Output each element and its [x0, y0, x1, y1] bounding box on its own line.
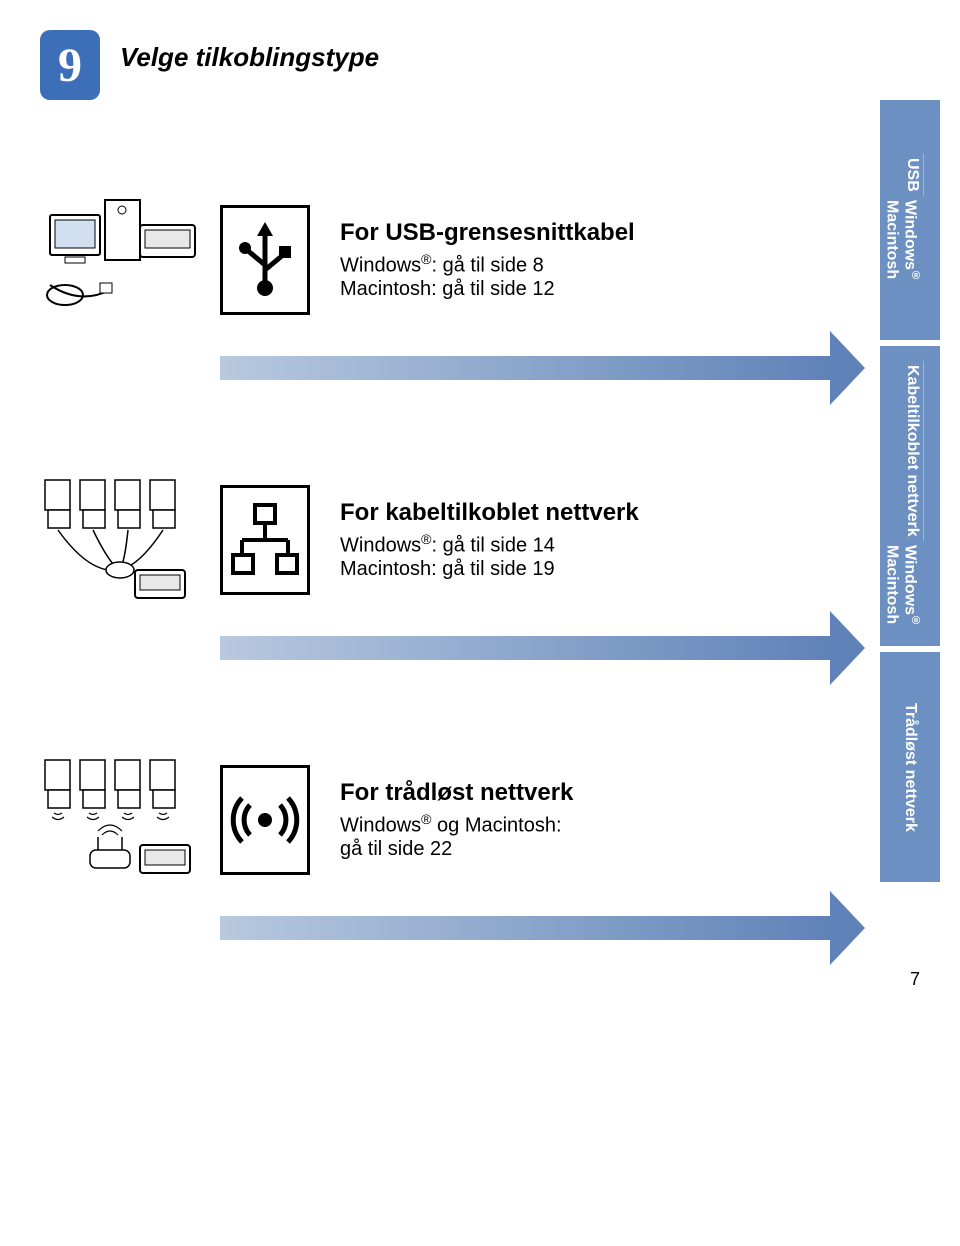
wired-line1: Windows®: gå til side 14	[340, 531, 639, 558]
wired-page1: : gå til side 14	[431, 535, 554, 557]
wireless-arrow	[220, 916, 830, 940]
usb-title: For USB-grensesnittkabel	[340, 219, 635, 247]
wireless-os1: Windows	[340, 815, 421, 837]
wired-os1: Windows	[340, 535, 421, 557]
wired-title: For kabeltilkoblet nettverk	[340, 499, 639, 527]
tab-wireless: Trådløst nettverk	[880, 652, 940, 882]
registered-mark: ®	[421, 811, 431, 827]
usb-line1: Windows®: gå til side 8	[340, 251, 635, 278]
registered-mark: ®	[421, 251, 431, 267]
usb-arrow	[220, 356, 830, 380]
tab-wired: Kabeltilkoblet nettverk Windows® Macinto…	[880, 346, 940, 646]
usb-page1: : gå til side 8	[431, 255, 543, 277]
wireless-line1: Windows® og Macintosh:	[340, 811, 573, 838]
wireless-illustration	[40, 755, 200, 885]
tab-wireless-category: Trådløst nettverk	[901, 703, 919, 832]
section-wireless: For trådløst nettverk Windows® og Macint…	[40, 710, 920, 930]
usb-illustration	[40, 195, 200, 325]
registered-mark: ®	[421, 531, 431, 547]
tab-usb: USB Windows® Macintosh	[880, 100, 940, 340]
section-wired: For kabeltilkoblet nettverk Windows®: gå…	[40, 430, 920, 650]
header: 9 Velge tilkoblingstype	[40, 30, 920, 100]
tab-usb-os2: Macintosh	[883, 200, 901, 282]
tab-usb-os1: Windows®	[901, 200, 922, 282]
wireless-rest: og Macintosh:	[431, 815, 561, 837]
tab-usb-category: USB	[904, 158, 921, 192]
network-icon	[220, 485, 310, 595]
section-usb: For USB-grensesnittkabel Windows®: gå ti…	[40, 150, 920, 370]
wireless-title: For trådløst nettverk	[340, 779, 573, 807]
wired-line2: Macintosh: gå til side 19	[340, 558, 639, 581]
side-tabs: USB Windows® Macintosh Kabeltilkoblet ne…	[880, 100, 940, 888]
usb-icon	[220, 205, 310, 315]
usb-os1: Windows	[340, 255, 421, 277]
wired-illustration	[40, 475, 200, 605]
usb-text: For USB-grensesnittkabel Windows®: gå ti…	[340, 219, 635, 301]
wireless-line2: gå til side 22	[340, 838, 573, 861]
tab-wired-os2: Macintosh	[883, 545, 901, 627]
wired-arrow	[220, 636, 830, 660]
usb-line2: Macintosh: gå til side 12	[340, 278, 635, 301]
wired-text: For kabeltilkoblet nettverk Windows®: gå…	[340, 499, 639, 581]
step-badge: 9	[40, 30, 100, 100]
wireless-icon	[220, 765, 310, 875]
tab-wired-os1: Windows®	[901, 545, 922, 627]
page-number: 7	[910, 969, 920, 990]
tab-wired-category: Kabeltilkoblet nettverk	[904, 365, 921, 537]
wireless-text: For trådløst nettverk Windows® og Macint…	[340, 779, 573, 861]
page-title: Velge tilkoblingstype	[120, 30, 379, 73]
